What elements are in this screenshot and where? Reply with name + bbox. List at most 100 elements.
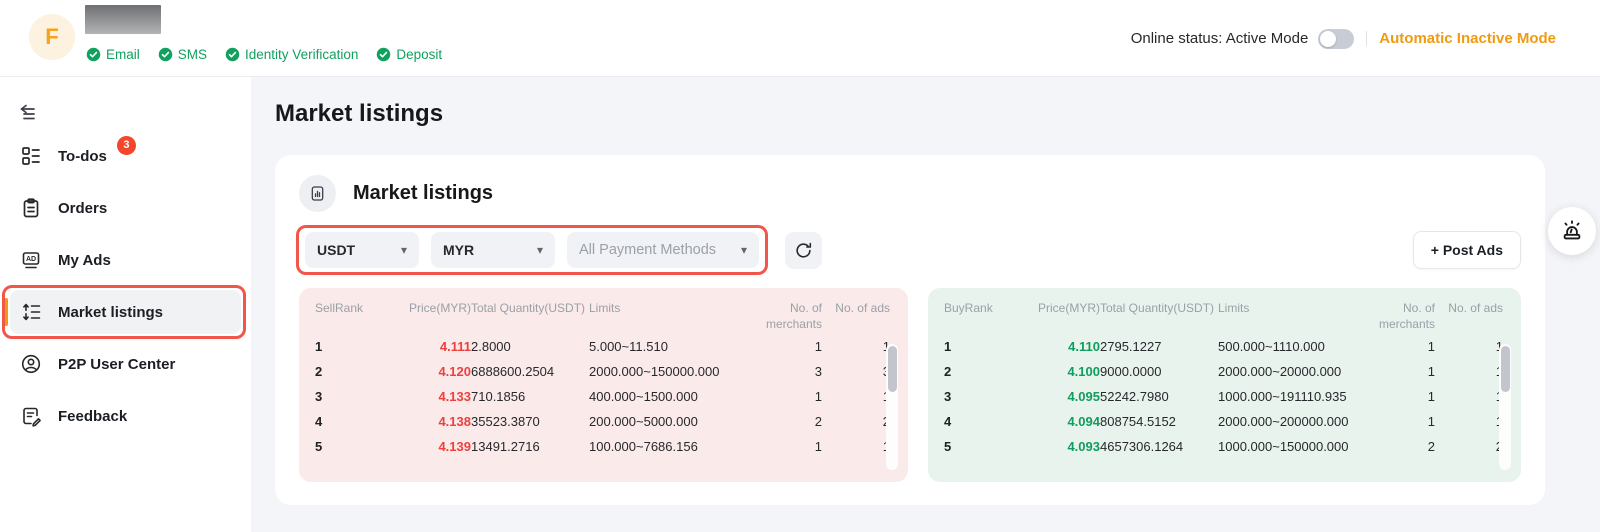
collapse-sidebar-icon[interactable] — [17, 101, 39, 123]
cell-merchants: 2 — [1373, 439, 1435, 454]
cell-price: 4.093 — [1000, 439, 1100, 454]
verification-identity: Identity Verification — [225, 47, 358, 62]
cell-ads: 1 — [1435, 364, 1503, 379]
cell-limits: 200.000~5000.000 — [589, 414, 731, 429]
cell-price: 4.100 — [1000, 364, 1100, 379]
svg-text:AD: AD — [26, 256, 36, 263]
toggle-knob — [1320, 31, 1336, 47]
cell-merchants: 1 — [1373, 414, 1435, 429]
table-row: 14.1102795.1227500.000~1110.00011 — [928, 334, 1521, 359]
cell-price: 4.110 — [1000, 339, 1100, 354]
todos-icon — [20, 145, 42, 167]
payment-method-select[interactable]: All Payment Methods ▾ — [567, 232, 759, 268]
sell-table-scrollbar[interactable] — [886, 344, 898, 470]
table-row: 14.1112.80005.000~11.51011 — [299, 334, 908, 359]
bar-chart-icon — [299, 175, 336, 212]
sell-table-header: SellRank Price(MYR) Total Quantity(USDT)… — [299, 288, 908, 334]
sidebar-item-market-listings[interactable]: Market listings — [10, 290, 241, 334]
cell-merchants: 1 — [1373, 389, 1435, 404]
filters-row: USDT ▾ MYR ▾ All Payment Methods ▾ — [296, 225, 822, 275]
chevron-down-icon: ▾ — [741, 243, 747, 257]
cell-merchants: 3 — [760, 364, 822, 379]
sidebar-item-label: My Ads — [58, 252, 111, 269]
scrollbar-thumb[interactable] — [888, 346, 897, 392]
scrollbar-thumb[interactable] — [1501, 346, 1510, 392]
cell-rank: 1 — [944, 339, 1000, 354]
badge-label: Email — [106, 47, 140, 62]
cell-ads: 2 — [1435, 439, 1503, 454]
cell-rank: 3 — [944, 389, 1000, 404]
cell-ads: 1 — [822, 339, 890, 354]
online-status-toggle[interactable] — [1318, 29, 1354, 49]
alert-siren-button[interactable] — [1548, 207, 1596, 255]
cell-quantity: 6888600.2504 — [471, 364, 589, 379]
check-circle-icon — [225, 47, 240, 62]
cell-quantity: 808754.5152 — [1100, 414, 1218, 429]
cell-merchants: 1 — [760, 439, 822, 454]
sidebar-item-label: To-dos — [58, 148, 107, 165]
table-row: 54.13913491.2716100.000~7686.15611 — [299, 434, 908, 459]
fiat-select[interactable]: MYR ▾ — [431, 232, 555, 268]
avatar[interactable]: F — [29, 14, 75, 60]
cell-merchants: 2 — [760, 414, 822, 429]
column-header: Total Quantity(USDT) — [1100, 300, 1218, 316]
cell-ads: 1 — [1435, 389, 1503, 404]
column-header: Price(MYR) — [371, 300, 471, 316]
cell-ads: 2 — [822, 414, 890, 429]
cell-quantity: 35523.3870 — [471, 414, 589, 429]
online-status-cluster: Online status: Active Mode Automatic Ina… — [1131, 0, 1556, 77]
cell-ads: 1 — [822, 389, 890, 404]
cell-limits: 2000.000~200000.000 — [1218, 414, 1360, 429]
cell-merchants: 1 — [760, 389, 822, 404]
sidebar-item-todos[interactable]: To-dos 3 — [10, 134, 241, 178]
sidebar-item-my-ads[interactable]: AD My Ads — [10, 238, 241, 282]
refresh-button[interactable] — [785, 232, 822, 269]
cell-quantity: 2795.1227 — [1100, 339, 1218, 354]
table-row: 24.1009000.00002000.000~20000.00011 — [928, 359, 1521, 384]
card-header: Market listings — [299, 175, 493, 212]
asset-select[interactable]: USDT ▾ — [305, 232, 419, 268]
cell-price: 4.094 — [1000, 414, 1100, 429]
username-redacted-block — [85, 5, 161, 34]
sidebar-item-p2p-user-center[interactable]: P2P User Center — [10, 342, 241, 386]
orders-icon — [20, 197, 42, 219]
cell-ads: 3 — [822, 364, 890, 379]
sell-listings-table: SellRank Price(MYR) Total Quantity(USDT)… — [299, 288, 908, 482]
cell-ads: 1 — [1435, 339, 1503, 354]
online-status-label: Online status: Active Mode — [1131, 30, 1309, 47]
cell-limits: 400.000~1500.000 — [589, 389, 731, 404]
cell-quantity: 52242.7980 — [1100, 389, 1218, 404]
table-row: 44.094808754.51522000.000~200000.00011 — [928, 409, 1521, 434]
verification-sms: SMS — [158, 47, 207, 62]
cell-price: 4.138 — [371, 414, 471, 429]
my-ads-icon: AD — [20, 249, 42, 271]
cell-rank: 2 — [944, 364, 1000, 379]
column-header: No. of merchants — [1373, 300, 1435, 332]
cell-ads: 1 — [822, 439, 890, 454]
automatic-inactive-mode-link[interactable]: Automatic Inactive Mode — [1379, 30, 1556, 47]
cell-rank: 5 — [315, 439, 371, 454]
user-center-icon — [20, 353, 42, 375]
active-indicator-bar — [4, 298, 8, 326]
table-row: 54.0934657306.12641000.000~150000.00022 — [928, 434, 1521, 459]
cell-rank: 5 — [944, 439, 1000, 454]
sell-table-body: 14.1112.80005.000~11.5101124.1206888600.… — [299, 334, 908, 459]
cell-limits: 2000.000~150000.000 — [589, 364, 731, 379]
badge-label: Identity Verification — [245, 47, 358, 62]
cell-ads: 1 — [1435, 414, 1503, 429]
buy-table-header: BuyRank Price(MYR) Total Quantity(USDT) … — [928, 288, 1521, 334]
buy-table-scrollbar[interactable] — [1499, 344, 1511, 470]
feedback-icon — [20, 405, 42, 427]
sidebar-item-label: Orders — [58, 200, 107, 217]
sidebar-item-feedback[interactable]: Feedback — [10, 394, 241, 438]
cell-quantity: 710.1856 — [471, 389, 589, 404]
check-circle-icon — [376, 47, 391, 62]
buy-listings-table: BuyRank Price(MYR) Total Quantity(USDT) … — [928, 288, 1521, 482]
sidebar-item-label: Feedback — [58, 408, 127, 425]
sidebar-nav: To-dos 3 Orders AD My Ads — [0, 134, 251, 446]
post-ads-button[interactable]: + Post Ads — [1413, 231, 1521, 269]
table-row: 24.1206888600.25042000.000~150000.00033 — [299, 359, 908, 384]
payment-select-placeholder: All Payment Methods — [579, 242, 716, 258]
chevron-down-icon: ▾ — [401, 243, 407, 257]
sidebar-item-orders[interactable]: Orders — [10, 186, 241, 230]
